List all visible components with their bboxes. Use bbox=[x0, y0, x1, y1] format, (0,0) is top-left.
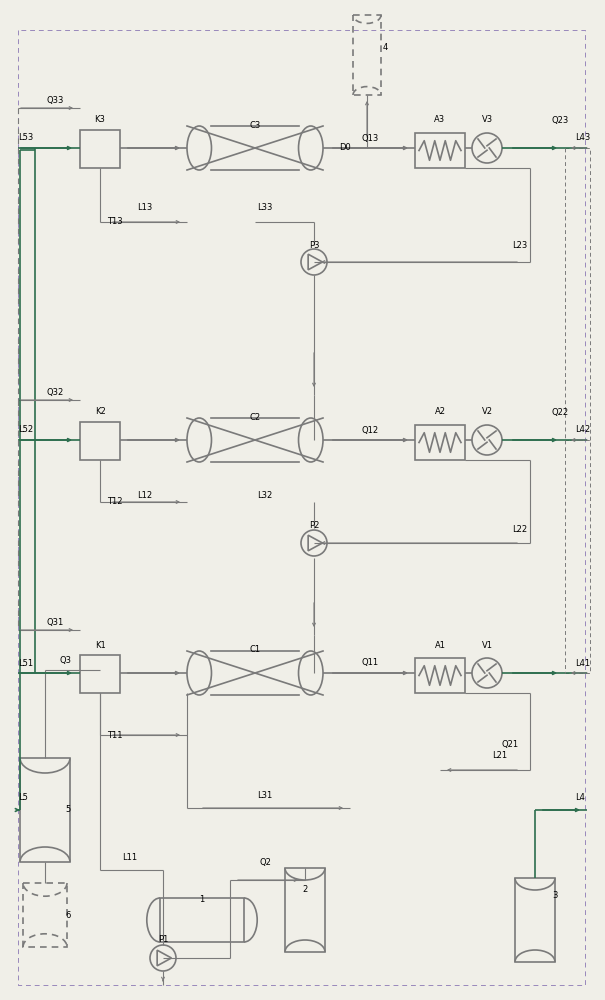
Text: L23: L23 bbox=[512, 240, 528, 249]
Text: L33: L33 bbox=[257, 204, 273, 213]
Text: C2: C2 bbox=[249, 414, 261, 422]
Text: L52: L52 bbox=[18, 426, 33, 434]
Text: L13: L13 bbox=[137, 204, 152, 213]
Text: K1: K1 bbox=[94, 641, 105, 650]
Text: V3: V3 bbox=[482, 115, 492, 124]
Text: T11: T11 bbox=[107, 730, 123, 740]
Text: Q2: Q2 bbox=[259, 858, 271, 867]
Text: 4: 4 bbox=[382, 43, 388, 52]
Bar bbox=[23, 883, 67, 947]
Text: L51: L51 bbox=[18, 658, 33, 668]
Bar bbox=[515, 878, 555, 962]
Text: P3: P3 bbox=[309, 240, 319, 249]
Text: Q3: Q3 bbox=[59, 656, 71, 664]
Bar bbox=[80, 130, 120, 168]
Text: V2: V2 bbox=[482, 408, 492, 416]
Text: K2: K2 bbox=[94, 408, 105, 416]
Bar bbox=[415, 133, 465, 168]
Text: Q12: Q12 bbox=[361, 426, 379, 434]
Text: T13: T13 bbox=[107, 218, 123, 227]
Text: C3: C3 bbox=[249, 120, 261, 129]
Text: L4: L4 bbox=[575, 794, 585, 802]
Text: L21: L21 bbox=[492, 752, 508, 760]
Bar bbox=[80, 422, 120, 460]
Bar bbox=[20, 758, 70, 862]
Text: Q33: Q33 bbox=[47, 96, 64, 104]
Text: D0: D0 bbox=[339, 143, 351, 152]
Text: L41: L41 bbox=[575, 658, 590, 668]
Text: Q32: Q32 bbox=[47, 388, 64, 397]
Text: C1: C1 bbox=[249, 646, 261, 654]
Bar bbox=[415, 658, 465, 693]
Text: Q31: Q31 bbox=[47, 618, 64, 628]
Text: A1: A1 bbox=[434, 641, 445, 650]
Text: L32: L32 bbox=[257, 490, 273, 499]
Text: L11: L11 bbox=[122, 854, 137, 862]
Text: L42: L42 bbox=[575, 426, 590, 434]
Text: A2: A2 bbox=[434, 408, 445, 416]
Text: Q22: Q22 bbox=[551, 408, 569, 416]
Bar bbox=[80, 655, 120, 693]
Text: L31: L31 bbox=[257, 790, 273, 800]
Bar bbox=[285, 868, 325, 952]
Text: 6: 6 bbox=[65, 910, 71, 920]
Text: T12: T12 bbox=[107, 497, 123, 506]
Text: P2: P2 bbox=[309, 520, 319, 530]
Text: 5: 5 bbox=[65, 806, 71, 814]
Text: L43: L43 bbox=[575, 133, 590, 142]
Text: K3: K3 bbox=[94, 115, 105, 124]
Text: Q23: Q23 bbox=[551, 115, 569, 124]
Text: P1: P1 bbox=[158, 936, 168, 944]
Text: 1: 1 bbox=[200, 896, 204, 904]
Text: Q13: Q13 bbox=[361, 133, 379, 142]
Text: A3: A3 bbox=[434, 115, 445, 124]
Bar bbox=[160, 898, 244, 942]
Bar bbox=[353, 15, 381, 95]
Text: L12: L12 bbox=[137, 490, 152, 499]
Text: Q11: Q11 bbox=[361, 658, 379, 668]
Bar bbox=[415, 425, 465, 460]
Text: 3: 3 bbox=[552, 890, 558, 900]
Text: V1: V1 bbox=[482, 641, 492, 650]
Text: L22: L22 bbox=[512, 526, 528, 534]
Text: Q21: Q21 bbox=[502, 740, 518, 750]
Text: 2: 2 bbox=[302, 886, 307, 894]
Text: L5: L5 bbox=[18, 794, 28, 802]
Text: L53: L53 bbox=[18, 133, 33, 142]
